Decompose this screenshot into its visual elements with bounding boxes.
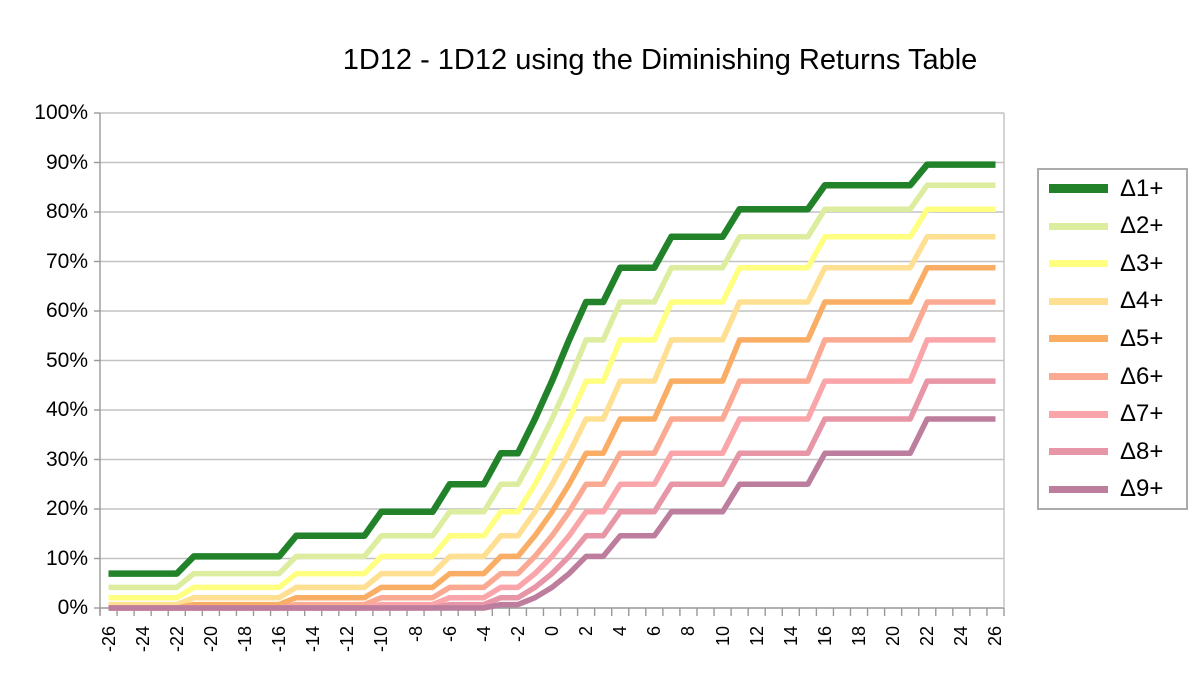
legend-swatch-delta9 — [1049, 485, 1108, 493]
legend-item-delta7: Δ7+ — [1039, 400, 1186, 428]
x-axis-tick-label: 0 — [542, 626, 562, 637]
series-line-delta9 — [108, 416, 996, 611]
y-axis-tick-label: 30% — [45, 447, 88, 471]
x-axis-tick-label: -18 — [234, 626, 255, 653]
legend-label: Δ8+ — [1120, 437, 1164, 465]
legend-item-delta9: Δ9+ — [1039, 475, 1186, 503]
x-axis-tick-label: 2 — [576, 626, 597, 637]
x-axis-tick-label: 4 — [610, 626, 631, 637]
y-axis-tick-label: 80% — [45, 200, 88, 223]
x-axis-tick-label: 6 — [644, 626, 665, 637]
x-axis-tick-label: 18 — [849, 626, 870, 647]
legend-label: Δ9+ — [1120, 475, 1164, 503]
x-axis-tick-label: 26 — [985, 626, 1006, 647]
legend-item-delta6: Δ6+ — [1039, 363, 1186, 391]
x-axis-tick-label: -22 — [166, 626, 187, 653]
x-axis-tick-label: 16 — [814, 626, 835, 647]
y-axis-tick-label: 90% — [45, 150, 88, 174]
x-axis-tick-label: 10 — [712, 626, 733, 647]
legend-item-delta3: Δ3+ — [1039, 250, 1186, 278]
x-axis-tick-label: 22 — [917, 626, 938, 647]
x-axis-tick-label: -2 — [507, 626, 528, 643]
y-axis-tick-label: 20% — [45, 497, 88, 520]
legend-label: Δ2+ — [1120, 212, 1164, 240]
x-axis-tick-label: 12 — [746, 626, 767, 647]
series-line-delta5 — [108, 264, 996, 611]
legend-swatch-delta7 — [1049, 410, 1108, 418]
y-axis-tick-label: 60% — [45, 299, 88, 322]
series-line-delta3 — [108, 206, 996, 601]
x-axis-tick-label: -10 — [371, 626, 392, 653]
legend-swatch-delta3 — [1049, 260, 1108, 268]
x-axis-tick-label: -16 — [269, 626, 290, 653]
series-line-delta2 — [108, 182, 996, 591]
y-axis-tick-label: 10% — [45, 546, 88, 570]
x-axis-tick-label: -12 — [337, 626, 358, 653]
y-axis-tick-label: 0% — [57, 596, 88, 619]
legend-item-delta1: Δ1+ — [1039, 175, 1186, 203]
chart-title: 1D12 - 1D12 using the Diminishing Return… — [342, 44, 978, 76]
x-axis-tick-label: 20 — [883, 626, 904, 647]
x-axis-tick-label: -26 — [98, 626, 119, 653]
legend: Δ1+ Δ2+ Δ3+ Δ4+ Δ5+ Δ6+ Δ7+ Δ8+ — [1037, 168, 1188, 510]
x-axis-tick-label: -20 — [200, 626, 221, 653]
legend-label: Δ3+ — [1120, 249, 1164, 277]
y-axis-tick-label: 70% — [45, 249, 88, 273]
legend-item-delta2: Δ2+ — [1039, 212, 1186, 240]
legend-label: Δ4+ — [1120, 287, 1164, 315]
x-axis-tick-label: -14 — [303, 626, 324, 653]
legend-swatch-delta8 — [1049, 448, 1108, 456]
legend-swatch-delta1 — [1049, 184, 1108, 194]
x-axis-tick-label: 24 — [951, 626, 972, 647]
y-axis-tick-label: 100% — [34, 101, 88, 124]
legend-item-delta8: Δ8+ — [1039, 438, 1186, 466]
legend-label: Δ1+ — [1120, 174, 1164, 202]
y-axis-tick-label: 50% — [45, 348, 88, 372]
legend-item-delta4: Δ4+ — [1039, 287, 1186, 315]
x-axis-tick-label: 8 — [678, 626, 699, 637]
legend-swatch-delta4 — [1049, 297, 1108, 305]
series-line-delta1 — [108, 161, 996, 577]
x-axis-tick-label: -6 — [439, 626, 460, 643]
x-axis-tick-label: -4 — [473, 626, 494, 643]
legend-item-delta5: Δ5+ — [1039, 325, 1186, 353]
x-axis-tick-label: -8 — [405, 626, 426, 643]
legend-swatch-delta6 — [1049, 373, 1108, 380]
legend-label: Δ6+ — [1120, 362, 1164, 390]
legend-swatch-delta2 — [1049, 222, 1108, 230]
legend-label: Δ7+ — [1120, 400, 1164, 428]
y-axis-tick-label: 40% — [45, 398, 88, 421]
x-axis-tick-label: 14 — [780, 626, 801, 647]
series-line-delta4 — [108, 234, 996, 608]
x-axis-tick-label: -24 — [132, 626, 153, 653]
legend-swatch-delta5 — [1049, 335, 1108, 343]
legend-label: Δ5+ — [1120, 324, 1164, 352]
